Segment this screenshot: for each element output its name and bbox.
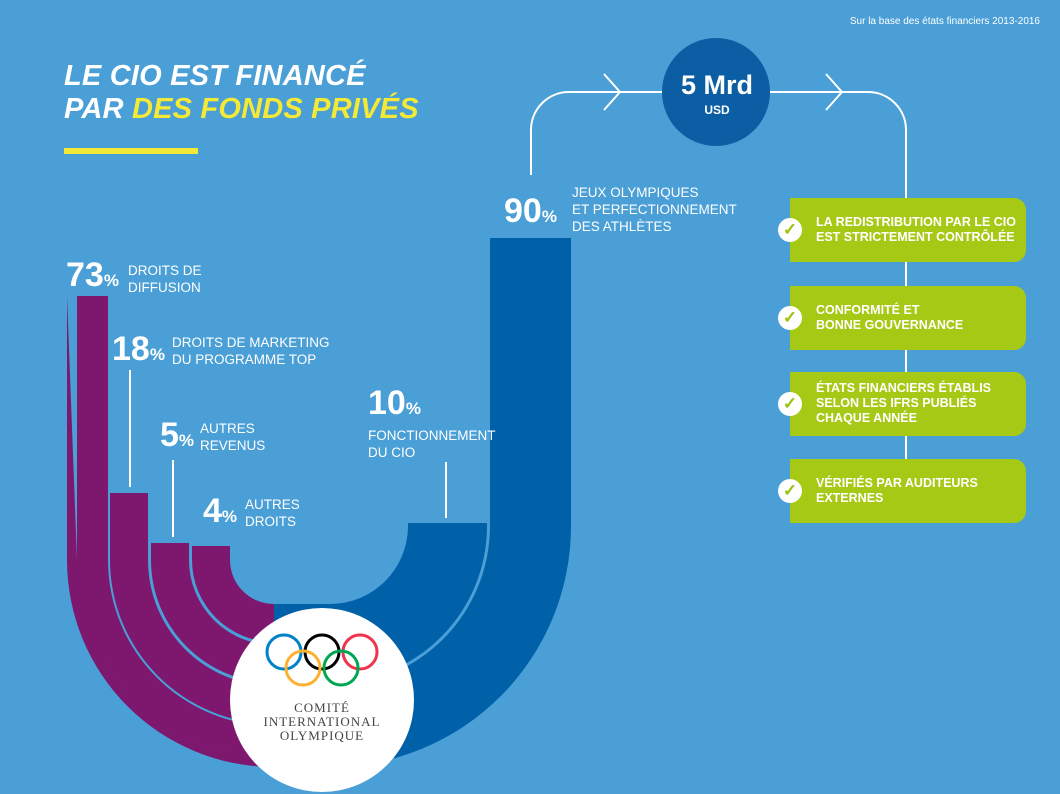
control-line: SELON LES IFRS PUBLIÉS — [816, 396, 977, 410]
label-line: DU PROGRAMME TOP — [172, 352, 317, 367]
control-box-ifrs: ÉTATS FINANCIERS ÉTABLIS SELON LES IFRS P… — [790, 372, 1026, 436]
control-line: BONNE GOUVERNANCE — [816, 318, 964, 332]
label-line: DROITS DE MARKETING — [172, 335, 330, 350]
total-circle — [662, 38, 770, 146]
pct-other-revenue: 5% — [160, 418, 194, 452]
pct-value: 18 — [112, 330, 150, 368]
label-line: REVENUS — [200, 438, 266, 453]
label-line: DIFFUSION — [128, 280, 201, 295]
band-other-rights — [192, 546, 274, 642]
pct-value: 4 — [203, 492, 222, 530]
title-prefix: PAR — [64, 93, 132, 125]
pct-broadcast: 73% — [66, 258, 119, 292]
label-line: DES ATHLÈTES — [572, 219, 672, 234]
title-highlight: DES FONDS PRIVÉS — [131, 93, 419, 125]
check-icon: ✓ — [778, 306, 802, 330]
label-games-athletes: JEUX OLYMPIQUES ET PERFECTIONNEMENT DES AT… — [572, 184, 737, 235]
pct-games-athletes: 90% — [504, 194, 557, 228]
pct-unit: % — [405, 399, 421, 418]
label-line: FONCTIONNEMENT — [368, 428, 496, 443]
label-operations: FONCTIONNEMENT DU CIO — [368, 427, 496, 461]
label-line: ET PERFECTIONNEMENT — [572, 202, 737, 217]
pct-operations: 10% — [368, 386, 421, 420]
title-line-1: LE CIO EST FINANCÉ — [64, 60, 366, 92]
check-icon: ✓ — [778, 392, 802, 416]
logo-line: COMITÉ — [294, 700, 350, 715]
pct-value: 10 — [368, 384, 406, 422]
control-line: ÉTATS FINANCIERS ÉTABLIS — [816, 381, 991, 395]
pct-marketing: 18% — [112, 332, 165, 366]
label-line: DROITS — [245, 514, 297, 529]
total-amount: 5 Mrd — [680, 70, 753, 100]
pct-unit: % — [103, 271, 119, 290]
label-line: AUTRES — [245, 497, 300, 512]
pct-other-rights: 4% — [203, 494, 237, 528]
page-title: LE CIO EST FINANCÉ PAR DES FONDS PRIVÉS — [64, 60, 419, 126]
check-icon: ✓ — [778, 479, 802, 503]
pct-unit: % — [541, 207, 557, 226]
label-line: AUTRES — [200, 421, 255, 436]
logo-line: OLYMPIQUE — [279, 728, 365, 743]
title-line-2: PAR DES FONDS PRIVÉS — [64, 93, 419, 126]
pct-value: 5 — [160, 416, 179, 454]
total-currency: USD — [704, 103, 730, 117]
control-line: CHAQUE ANNÉE — [816, 411, 917, 425]
source-note: Sur la base des états financiers 2013-20… — [849, 16, 1040, 27]
control-box-redistribution: LA REDISTRIBUTION PAR LE CIO EST STRICTEM… — [790, 198, 1026, 262]
pct-unit: % — [221, 507, 238, 526]
band-broadcast-rights — [67, 296, 274, 767]
band-marketing-rights — [110, 493, 274, 724]
control-box-governance: CONFORMITÉ ET BONNE GOUVERNANCE — [790, 286, 1026, 350]
ioc-logo-text: COMITÉ INTERNATIONAL OLYMPIQUE — [232, 701, 412, 743]
control-line: LA REDISTRIBUTION PAR LE CIO — [816, 215, 1016, 229]
ioc-logo-badge — [230, 608, 414, 792]
control-line: CONFORMITÉ ET — [816, 303, 920, 317]
band-other-revenue — [151, 543, 274, 683]
label-other-revenue: AUTRES REVENUS — [200, 420, 265, 454]
logo-line: INTERNATIONAL — [263, 714, 381, 729]
check-icon: ✓ — [778, 218, 802, 242]
pct-unit: % — [149, 345, 165, 364]
label-broadcast: DROITS DE DIFFUSION — [128, 262, 202, 296]
label-line: DU CIO — [368, 445, 416, 460]
label-marketing: DROITS DE MARKETING DU PROGRAMME TOP — [172, 334, 330, 368]
label-line: JEUX OLYMPIQUES — [572, 185, 699, 200]
label-other-rights: AUTRES DROITS — [245, 496, 300, 530]
label-line: DROITS DE — [128, 263, 202, 278]
control-box-auditors: VÉRIFIÉS PAR AUDITEURS EXTERNES — [790, 459, 1026, 523]
control-line: EST STRICTEMENT CONTRÔLÉE — [816, 230, 1015, 244]
control-line: EXTERNES — [816, 491, 884, 505]
pct-value: 73 — [66, 256, 104, 294]
control-line: VÉRIFIÉS PAR AUDITEURS — [816, 476, 978, 490]
pct-value: 90 — [504, 192, 542, 230]
band-games-athletes — [274, 238, 571, 767]
pct-unit: % — [178, 431, 195, 450]
olympic-rings-icon — [265, 633, 379, 687]
